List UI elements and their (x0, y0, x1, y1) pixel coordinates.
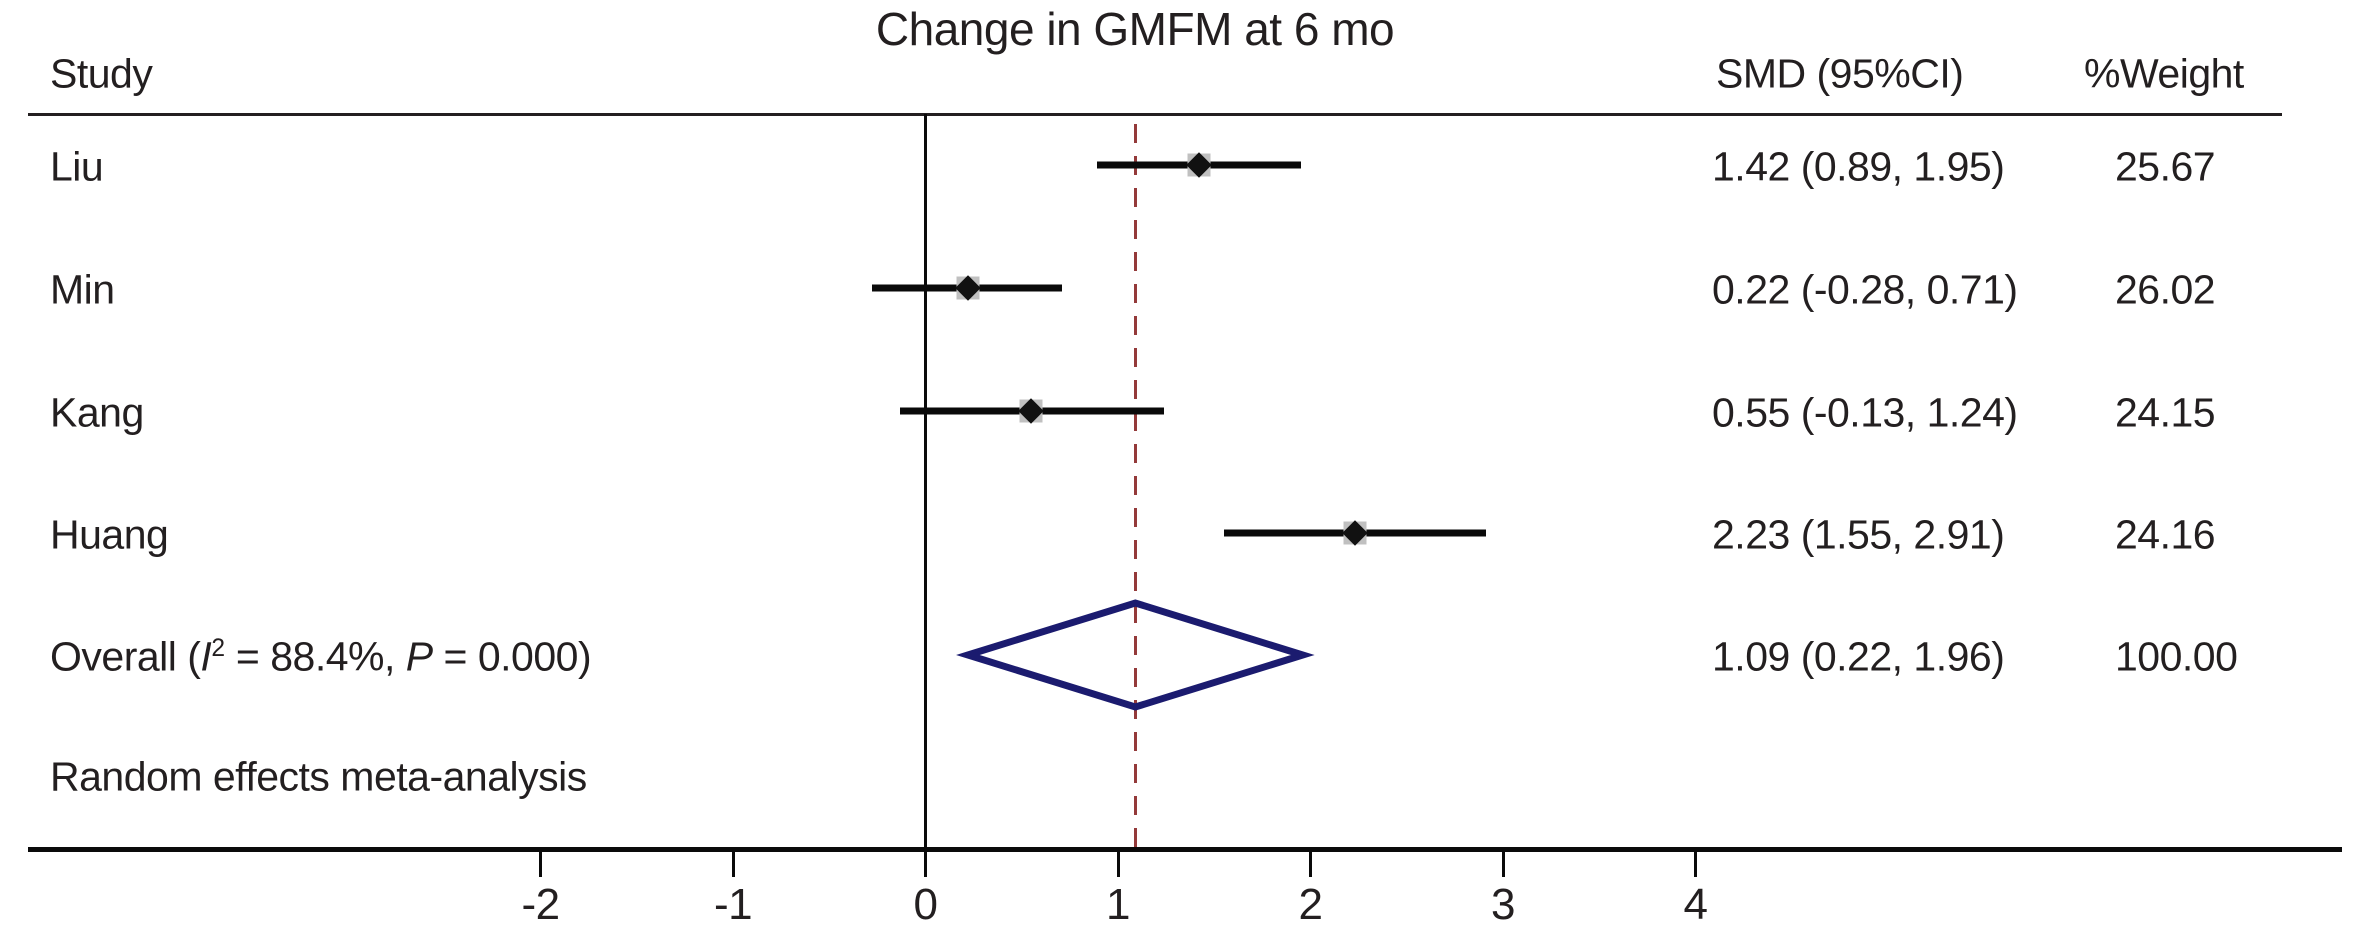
x-axis-tick-label: -2 (521, 880, 560, 929)
overall-ci-text: 1.09 (0.22, 1.96) (1712, 633, 2005, 680)
overall-estimate-dashed-line (1133, 124, 1137, 849)
overall-label-suffix: = 0.000) (432, 633, 592, 680)
x-axis-tick (924, 852, 927, 877)
x-axis-tick-label: 2 (1298, 880, 1323, 929)
study-weight-text: 26.02 (2115, 266, 2216, 313)
study-weight-text: 24.16 (2115, 511, 2216, 558)
header-rule (28, 113, 2282, 116)
study-label: Kang (50, 389, 144, 436)
overall-label: Overall (I2 = 88.4%, P = 0.000) (50, 633, 592, 680)
study-ci-text: 0.22 (-0.28, 0.71) (1712, 266, 2018, 313)
x-axis-tick (1694, 852, 1697, 877)
column-header-weight: %Weight (2084, 50, 2244, 97)
x-axis-tick (731, 852, 735, 877)
x-axis-tick-label: 4 (1683, 880, 1708, 929)
zero-reference-line (924, 114, 927, 849)
overall-label-mid: = 88.4%, (225, 633, 406, 680)
study-ci-text: 1.42 (0.89, 1.95) (1712, 143, 2005, 190)
overall-weight-text: 100.00 (2115, 633, 2238, 680)
column-header-smd: SMD (95%CI) (1716, 50, 1964, 97)
study-weight-text: 24.15 (2115, 389, 2216, 436)
column-header-study: Study (50, 50, 153, 97)
x-axis-tick (1116, 852, 1120, 877)
study-weight-text: 25.67 (2115, 143, 2216, 190)
x-axis-tick-label: 0 (913, 880, 938, 929)
x-axis-line (28, 847, 2342, 852)
i-squared-symbol: I (200, 633, 212, 680)
x-axis-tick (1501, 852, 1505, 877)
x-axis-tick-label: 1 (1106, 880, 1130, 929)
model-note: Random effects meta-analysis (50, 753, 587, 800)
overall-label-prefix: Overall ( (50, 633, 201, 680)
x-axis-tick (1309, 852, 1312, 877)
x-axis-tick-label: 3 (1491, 880, 1515, 929)
chart-title: Change in GMFM at 6 mo (875, 3, 1395, 55)
x-axis-tick-label: -1 (713, 880, 753, 929)
study-label: Min (50, 266, 115, 313)
p-symbol: P (405, 633, 433, 680)
study-label: Liu (50, 143, 104, 190)
study-ci-text: 2.23 (1.55, 2.91) (1712, 511, 2005, 558)
i-squared-exponent: 2 (211, 634, 226, 662)
x-axis-tick (539, 852, 542, 877)
study-ci-text: 0.55 (-0.13, 1.24) (1712, 389, 2018, 436)
study-label: Huang (50, 511, 169, 558)
